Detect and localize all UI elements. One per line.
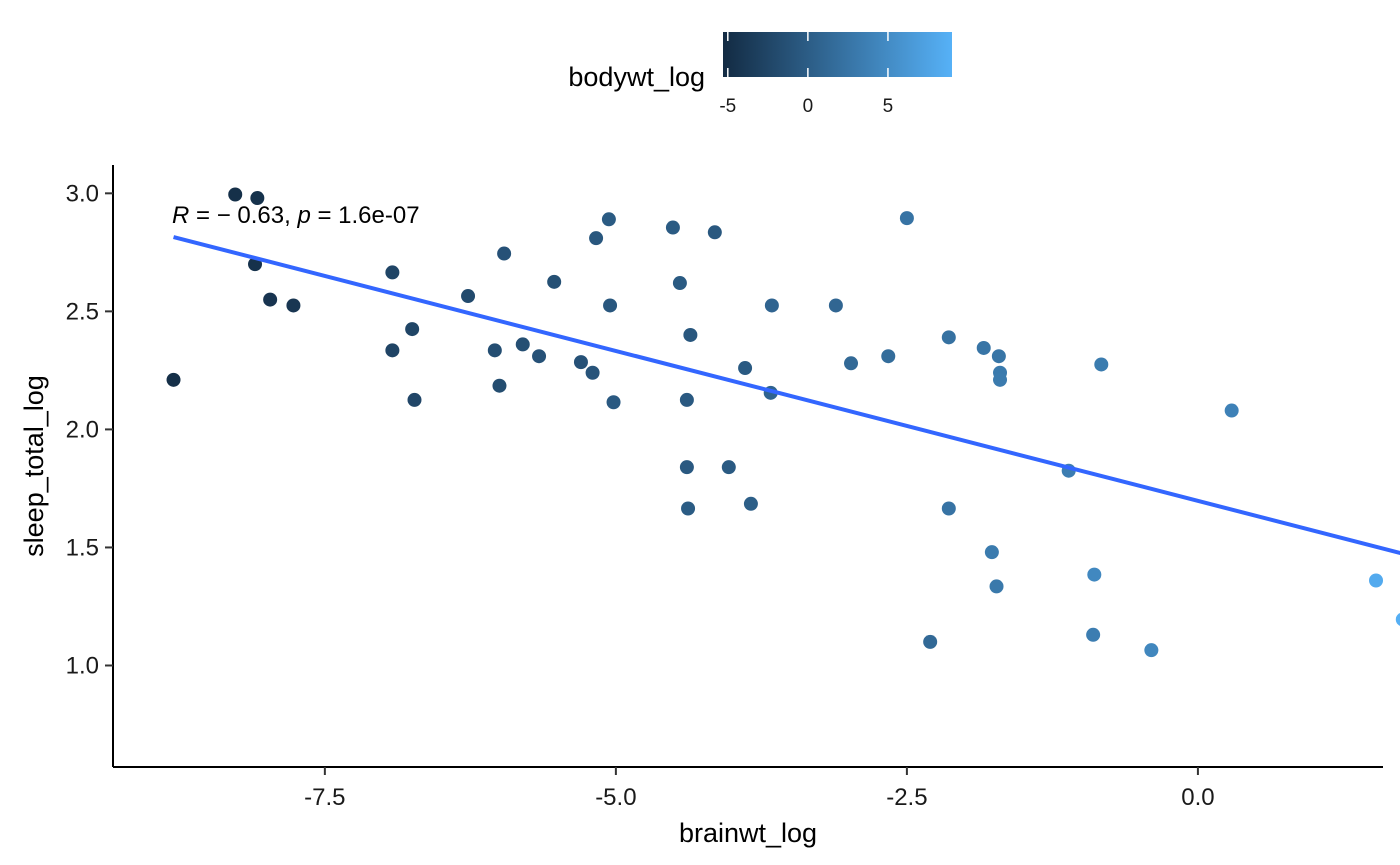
data-point: [1087, 567, 1102, 582]
data-point: [385, 265, 400, 280]
data-point: [683, 327, 698, 342]
data-point: [764, 298, 779, 313]
y-axis-ticks: 1.0 1.5 2.0 2.5 3.0: [66, 180, 113, 679]
data-point: [1369, 573, 1384, 588]
data-point: [679, 392, 694, 407]
data-point: [263, 292, 278, 307]
y-axis-title: sleep_total_log: [19, 375, 49, 557]
x-tick-label: -2.5: [886, 784, 927, 811]
data-point: [250, 191, 265, 206]
data-point: [515, 337, 530, 352]
data-points: [166, 187, 1400, 658]
data-point: [991, 349, 1006, 364]
data-point: [828, 298, 843, 313]
colorbar-tick-label: -5: [719, 96, 736, 117]
data-point: [976, 340, 991, 355]
data-point: [899, 211, 914, 226]
data-point: [984, 545, 999, 560]
data-point: [606, 395, 621, 410]
data-point: [679, 460, 694, 475]
annotation-r-symbol: R: [172, 202, 189, 229]
y-tick-label: 1.0: [66, 652, 99, 679]
x-tick-label: -7.5: [304, 784, 345, 811]
y-tick-label: 2.5: [66, 298, 99, 325]
regression-line: [173, 235, 1400, 555]
x-tick-label: -5.0: [595, 784, 636, 811]
data-point: [721, 460, 736, 475]
y-tick-label: 2.0: [66, 416, 99, 443]
data-point: [405, 322, 420, 337]
legend: bodywt_log -5 0 5: [568, 32, 952, 117]
data-point: [743, 496, 758, 511]
data-point: [681, 501, 696, 516]
colorbar: [723, 32, 952, 77]
data-point: [665, 220, 680, 235]
data-point: [1094, 357, 1109, 372]
data-point: [487, 343, 502, 358]
data-point: [492, 378, 507, 393]
data-point: [228, 187, 243, 202]
data-point: [603, 298, 618, 313]
data-point: [407, 392, 422, 407]
annotation-p-symbol: p: [296, 202, 310, 229]
annotation-r-value: = − 0.63,: [189, 202, 297, 229]
data-point: [993, 372, 1008, 387]
data-point: [589, 231, 604, 246]
data-point: [707, 225, 722, 240]
data-point: [547, 274, 562, 289]
y-tick-label: 1.5: [66, 534, 99, 561]
data-point: [1224, 403, 1239, 418]
data-point: [881, 349, 896, 364]
correlation-annotation: R = − 0.63, p = 1.6e-07: [172, 202, 420, 229]
data-point: [923, 634, 938, 649]
data-point: [497, 246, 512, 261]
annotation-p-value: = 1.6e-07: [311, 202, 420, 229]
colorbar-tick-label: 0: [803, 96, 814, 117]
data-point: [601, 212, 616, 227]
data-point: [573, 355, 588, 370]
colorbar-tick-label: 5: [883, 96, 894, 117]
data-point: [1395, 613, 1400, 626]
x-axis-ticks: -7.5 -5.0 -2.5 0.0: [304, 767, 1215, 811]
data-point: [989, 579, 1004, 594]
data-point: [1144, 643, 1159, 658]
data-point: [585, 365, 600, 380]
data-point: [941, 501, 956, 516]
data-point: [166, 372, 181, 387]
data-point: [941, 330, 956, 345]
data-point: [844, 356, 859, 371]
data-point: [461, 289, 476, 304]
data-point: [672, 276, 687, 291]
data-point: [738, 361, 753, 376]
data-point: [385, 343, 400, 358]
x-axis-title: brainwt_log: [679, 818, 817, 848]
colorbar-ticks: -5 0 5: [719, 32, 893, 117]
data-point: [286, 298, 301, 313]
legend-title: bodywt_log: [568, 62, 705, 92]
data-point: [1086, 627, 1101, 642]
y-tick-label: 3.0: [66, 180, 99, 207]
data-point: [532, 349, 547, 364]
x-tick-label: 0.0: [1181, 784, 1214, 811]
